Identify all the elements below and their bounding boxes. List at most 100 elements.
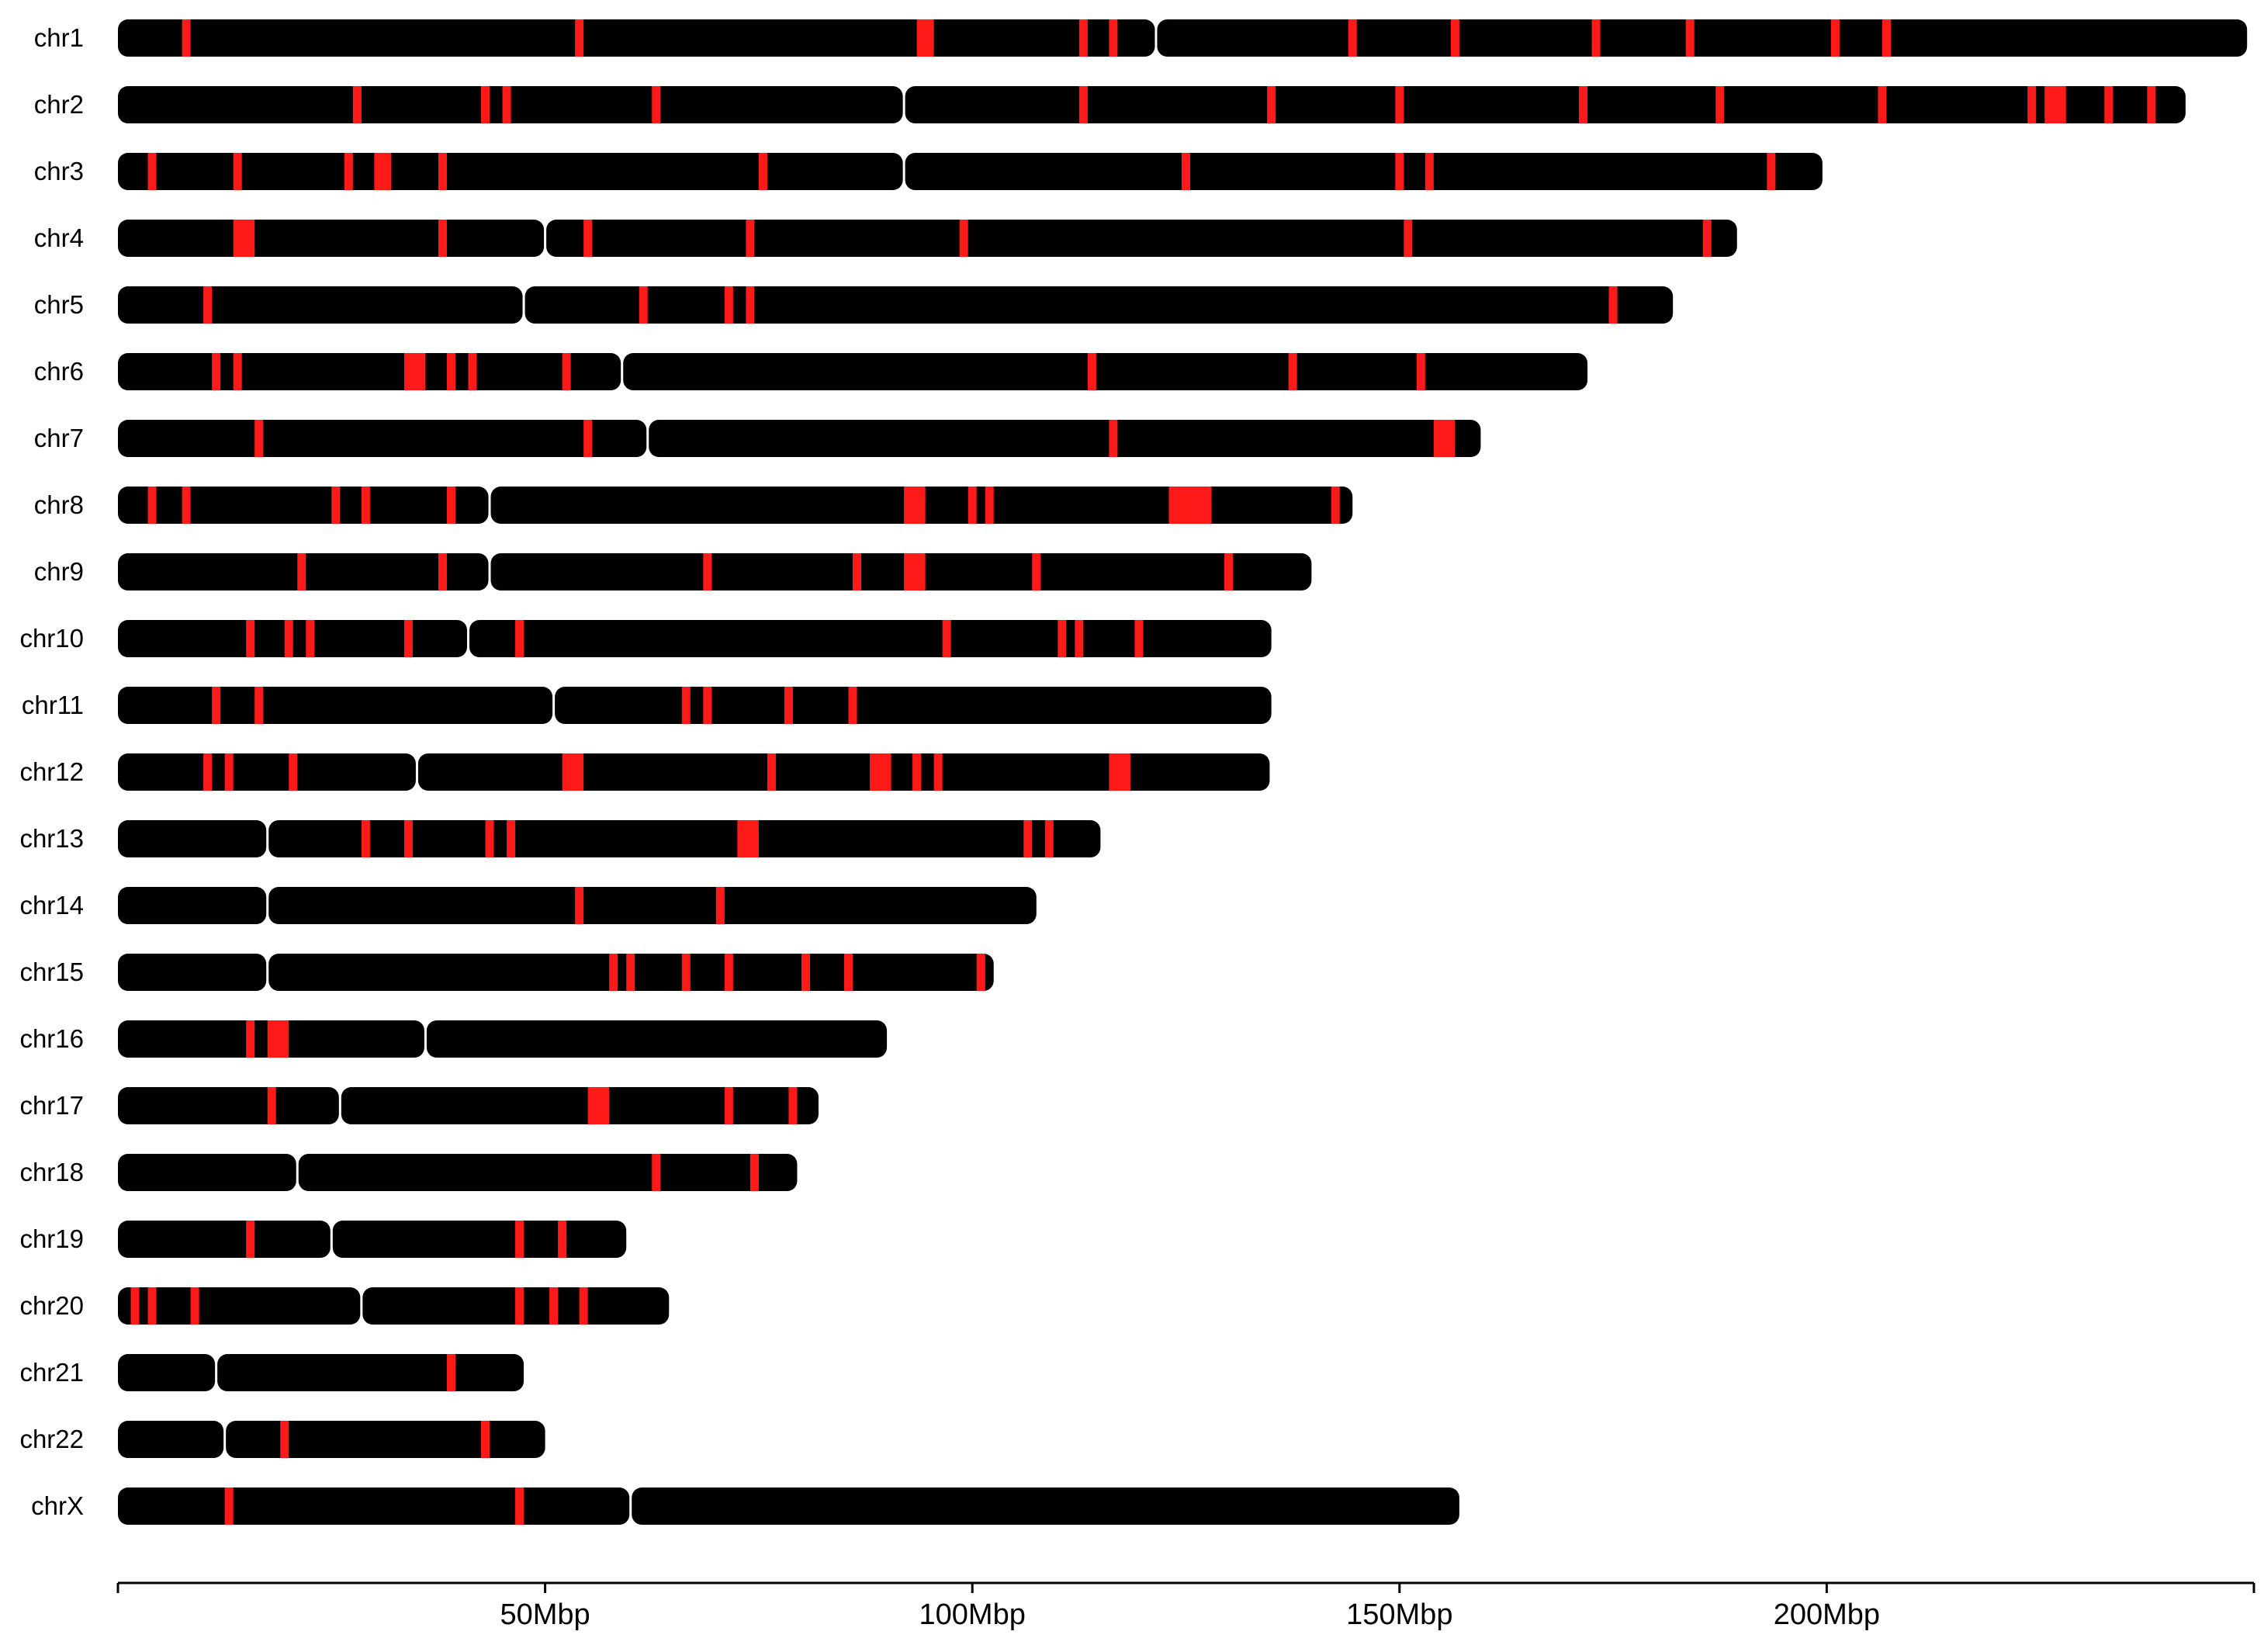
chromosome-chr13: chr13 — [19, 820, 1101, 857]
highlight-region — [1416, 353, 1425, 390]
chromosome-chr19: chr19 — [19, 1221, 627, 1258]
highlight-region — [724, 954, 733, 991]
highlight-region — [212, 687, 221, 724]
chromosome-p-arm — [118, 1287, 361, 1325]
x-axis-tick-label: 150Mbp — [1346, 1598, 1452, 1631]
chromosome-chr8: chr8 — [34, 487, 1353, 524]
highlight-region — [681, 687, 691, 724]
highlight-region — [147, 1287, 157, 1325]
highlight-region — [246, 1221, 255, 1258]
highlight-region — [737, 820, 759, 857]
chromosome-p-arm — [118, 1487, 630, 1525]
chromosome-chr15: chr15 — [19, 954, 994, 991]
highlight-region — [1078, 19, 1088, 57]
chromosome-label: chr21 — [19, 1358, 84, 1387]
highlight-region — [254, 420, 264, 457]
chromosome-p-arm — [118, 820, 267, 857]
highlight-region — [1058, 620, 1067, 657]
highlight-region — [438, 553, 447, 590]
highlight-region — [1425, 153, 1434, 190]
highlight-regions — [246, 620, 1144, 657]
chromosome-label: chr12 — [19, 757, 84, 786]
chromosome-q-arm — [905, 86, 2186, 123]
highlight-regions — [224, 1487, 524, 1525]
highlight-region — [562, 753, 584, 791]
chromosome-p-arm — [118, 19, 1155, 57]
highlight-region — [403, 820, 413, 857]
highlight-region — [254, 687, 264, 724]
highlight-region — [1023, 820, 1033, 857]
highlight-region — [959, 220, 968, 257]
chromosome-q-arm — [905, 153, 1823, 190]
chromosome-p-arm — [118, 1154, 296, 1191]
chromosome-chrX: chrX — [31, 1487, 1459, 1525]
chromosome-label: chr4 — [34, 223, 84, 252]
chromosome-p-arm — [118, 1421, 224, 1458]
highlight-region — [438, 220, 447, 257]
highlight-region — [446, 353, 455, 390]
chromosome-chr22: chr22 — [19, 1421, 545, 1458]
highlight-region — [912, 753, 922, 791]
chromosome-label: chr3 — [34, 157, 84, 185]
highlight-region — [724, 1087, 733, 1124]
highlight-region — [904, 487, 926, 524]
highlight-region — [976, 954, 985, 991]
highlight-region — [652, 86, 661, 123]
highlight-region — [481, 86, 490, 123]
chromosome-label: chr16 — [19, 1024, 84, 1053]
highlight-region — [446, 1354, 455, 1391]
highlight-region — [147, 153, 157, 190]
chromosome-label: chr1 — [34, 23, 84, 52]
highlight-regions — [212, 687, 857, 724]
highlight-region — [583, 220, 593, 257]
highlight-regions — [609, 954, 985, 991]
chromosome-q-arm — [555, 687, 1272, 724]
highlight-region — [1395, 86, 1404, 123]
highlight-region — [203, 753, 213, 791]
chromosome-p-arm — [118, 753, 416, 791]
highlight-region — [246, 1020, 255, 1058]
chromosome-label: chr18 — [19, 1158, 84, 1186]
highlight-regions — [246, 1020, 289, 1058]
chromosome-chr16: chr16 — [19, 1020, 888, 1058]
highlight-region — [246, 620, 255, 657]
highlight-region — [2027, 86, 2037, 123]
highlight-regions — [352, 86, 2156, 123]
highlight-regions — [182, 19, 1891, 57]
highlight-regions — [233, 220, 1712, 257]
x-axis-tick-label: 100Mbp — [919, 1598, 1026, 1631]
chromosome-label: chr6 — [34, 357, 84, 386]
chromosome-chr3: chr3 — [34, 153, 1823, 190]
highlight-regions — [147, 153, 1776, 190]
chromosome-label: chr13 — [19, 824, 84, 853]
highlight-region — [515, 620, 524, 657]
chromosome-chr9: chr9 — [34, 553, 1312, 590]
chromosome-p-arm — [118, 954, 267, 991]
highlight-region — [267, 1020, 289, 1058]
highlight-region — [1109, 420, 1118, 457]
highlight-region — [1433, 420, 1456, 457]
highlight-region — [1267, 86, 1276, 123]
highlight-region — [652, 1154, 661, 1191]
chromosome-p-arm — [118, 286, 523, 324]
highlight-region — [1878, 86, 1887, 123]
chromosome-q-arm — [469, 620, 1272, 657]
highlight-region — [280, 1421, 289, 1458]
chromosome-q-arm — [632, 1487, 1459, 1525]
highlight-region — [639, 286, 648, 324]
highlight-region — [331, 487, 341, 524]
highlight-region — [182, 487, 191, 524]
chromosome-q-arm — [298, 1154, 798, 1191]
highlight-region — [575, 19, 584, 57]
highlight-region — [306, 620, 315, 657]
highlight-region — [1087, 353, 1096, 390]
highlight-region — [579, 1287, 588, 1325]
highlight-region — [361, 820, 370, 857]
highlight-regions — [446, 1354, 455, 1391]
x-axis-tick-label: 200Mbp — [1774, 1598, 1880, 1631]
highlight-region — [284, 620, 293, 657]
highlight-region — [1109, 19, 1118, 57]
highlight-regions — [203, 286, 1618, 324]
chromosome-p-arm — [118, 487, 489, 524]
highlight-region — [549, 1287, 559, 1325]
